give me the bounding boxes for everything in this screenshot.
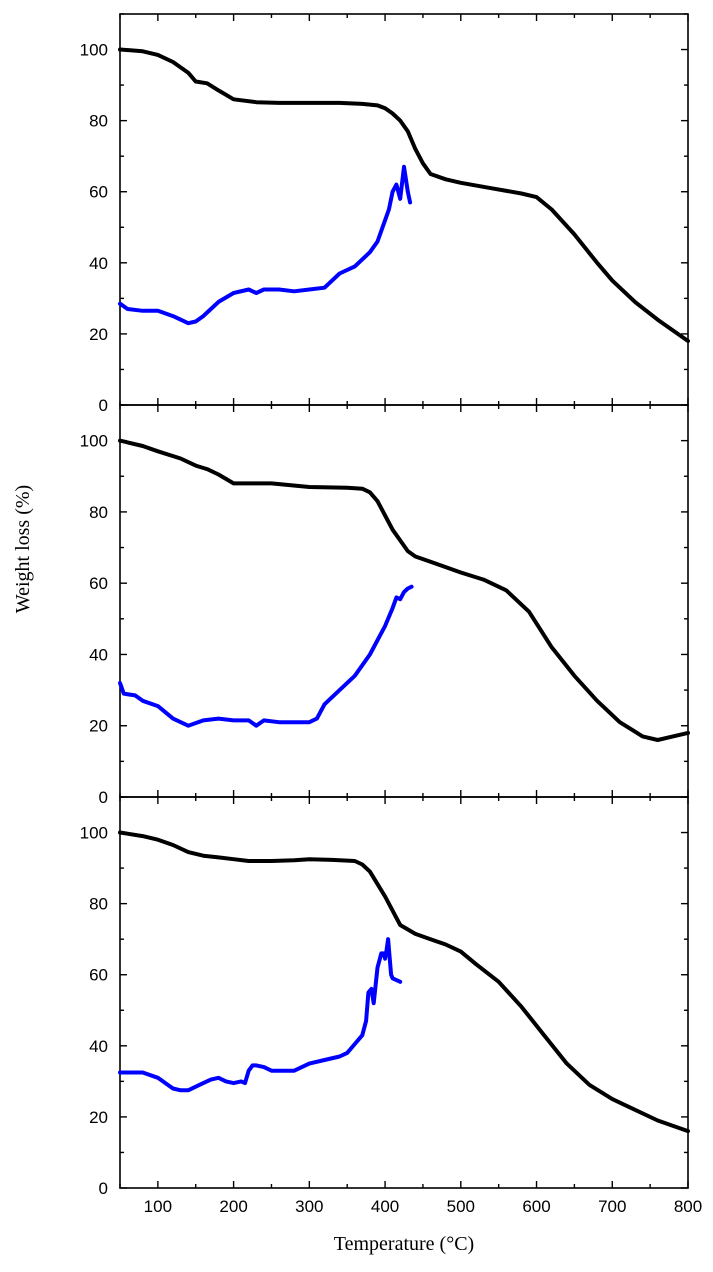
blue-series-line (118, 164, 413, 326)
panels-group: 0 20 40 60 80 100 0 20 40 60 80 100 0 20 40 60 80 100 100 2… (80, 13, 702, 1216)
y-tick-label: 60 (89, 966, 108, 985)
y-tick-label: 100 (80, 432, 108, 451)
panel-1: 0 20 40 60 80 100 (80, 13, 690, 415)
y-tick-label: 0 (99, 1179, 108, 1198)
y-tick-label: 0 (99, 396, 108, 415)
x-tick-label: 300 (295, 1197, 323, 1216)
y-tick-label: 100 (80, 41, 108, 60)
y-tick-label: 20 (89, 717, 108, 736)
x-tick-label: 600 (522, 1197, 550, 1216)
y-tick-label: 80 (89, 112, 108, 131)
y-tick-label: 40 (89, 254, 108, 273)
black-series-line (118, 47, 690, 343)
y-tick-label: 20 (89, 325, 108, 344)
x-tick-label: 800 (674, 1197, 702, 1216)
panel-2: 0 20 40 60 80 100 (80, 404, 690, 807)
x-tick-label: 200 (219, 1197, 247, 1216)
x-tick-label: 500 (447, 1197, 475, 1216)
y-axis-title: Weight loss (%) (12, 485, 34, 613)
y-tick-label: 80 (89, 895, 108, 914)
x-tick-label: 700 (598, 1197, 626, 1216)
y-tick-label: 40 (89, 1037, 108, 1056)
y-tick-label: 0 (99, 788, 108, 807)
panel-frame (119, 796, 689, 1189)
y-tick-label: 60 (89, 574, 108, 593)
blue-series-line (118, 584, 414, 728)
x-tick-label: 100 (144, 1197, 172, 1216)
black-series-line (118, 438, 690, 742)
y-tick-label: 40 (89, 645, 108, 664)
blue-series-line (118, 937, 403, 1093)
y-tick-label: 100 (80, 824, 108, 843)
panel-frame (119, 13, 689, 406)
y-tick-label: 80 (89, 503, 108, 522)
y-tick-label: 60 (89, 183, 108, 202)
black-series-line (118, 830, 690, 1134)
x-axis-title: Temperature (°C) (334, 1233, 474, 1255)
panel-3: 0 20 40 60 80 100 100 200 300 400 500 600 700 800 (80, 796, 702, 1216)
x-tick-label: 400 (371, 1197, 399, 1216)
y-tick-label: 20 (89, 1108, 108, 1127)
panel-frame (119, 404, 689, 798)
